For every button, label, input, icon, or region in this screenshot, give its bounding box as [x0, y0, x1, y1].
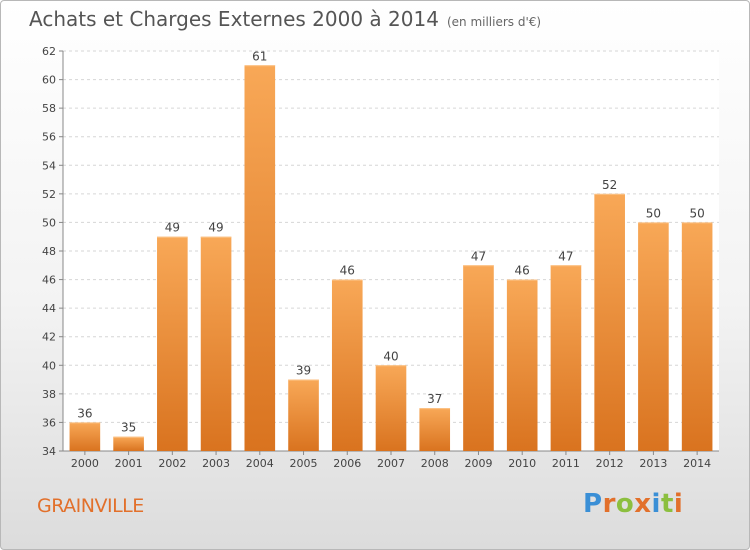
x-tick-label: 2012	[596, 457, 624, 470]
y-tick-label: 42	[42, 331, 56, 344]
bar	[550, 265, 582, 451]
y-tick-label: 50	[42, 216, 56, 229]
y-tick-label: 36	[42, 416, 56, 429]
x-tick-label: 2014	[683, 457, 711, 470]
bar	[638, 222, 669, 451]
bar-value-label: 61	[252, 49, 267, 63]
proxiti-logo: Proxiti	[583, 489, 683, 519]
bar	[288, 379, 319, 451]
bar-value-label: 35	[121, 421, 136, 435]
y-tick-label: 60	[42, 74, 56, 87]
bar-value-label: 40	[383, 349, 398, 363]
bar-value-label: 47	[471, 249, 486, 263]
bar	[113, 436, 144, 451]
bar	[69, 422, 101, 451]
place-name: GRAINVILLE	[37, 495, 144, 517]
chart-subtitle: (en milliers d'€)	[446, 15, 542, 29]
chart-title: Achats et Charges Externes 2000 à 2014 (e…	[29, 7, 541, 31]
x-tick-label: 2001	[115, 457, 143, 470]
bar	[331, 279, 363, 451]
y-tick-label: 56	[42, 131, 56, 144]
bar-value-label: 36	[77, 406, 92, 420]
y-tick-label: 48	[42, 245, 56, 258]
bar-value-label: 49	[165, 221, 180, 235]
y-tick-label: 54	[42, 159, 56, 172]
x-tick-label: 2000	[71, 457, 99, 470]
chart-title-text: Achats et Charges Externes 2000 à 2014	[29, 7, 439, 31]
bar	[244, 65, 276, 452]
logo-letter: t	[660, 489, 674, 519]
logo-letter: i	[673, 489, 684, 519]
bar	[681, 222, 713, 451]
logo-letter: r	[602, 489, 616, 519]
x-tick-label: 2013	[639, 457, 667, 470]
bar	[157, 236, 188, 451]
bar-value-label: 52	[602, 178, 617, 192]
x-tick-label: 2003	[202, 457, 230, 470]
x-tick-label: 2002	[158, 457, 186, 470]
x-tick-label: 2007	[377, 457, 405, 470]
x-tick-label: 2005	[290, 457, 318, 470]
bar-value-label: 47	[558, 249, 573, 263]
bar-value-label: 49	[208, 221, 223, 235]
bar-value-label: 39	[296, 364, 311, 378]
logo-letter: o	[615, 489, 635, 519]
y-tick-label: 38	[42, 388, 56, 401]
x-tick-label: 2009	[464, 457, 492, 470]
logo-letter: x	[634, 489, 652, 519]
bar	[506, 279, 538, 451]
y-tick-label: 46	[42, 274, 56, 287]
x-tick-label: 2004	[246, 457, 274, 470]
bar	[375, 365, 407, 451]
bar-value-label: 50	[646, 206, 661, 220]
bar	[463, 265, 494, 451]
bar	[419, 408, 451, 451]
logo-letter: i	[651, 489, 661, 519]
y-tick-label: 52	[42, 188, 56, 201]
bar	[200, 236, 232, 451]
bar-value-label: 46	[515, 264, 530, 278]
x-tick-label: 2010	[508, 457, 536, 470]
x-tick-label: 2008	[421, 457, 449, 470]
y-tick-label: 58	[42, 102, 56, 115]
bar-value-label: 37	[427, 392, 442, 406]
bar-value-label: 50	[689, 206, 704, 220]
y-tick-label: 62	[42, 45, 56, 58]
bar	[594, 193, 625, 451]
y-tick-label: 44	[42, 302, 56, 315]
x-tick-label: 2006	[333, 457, 361, 470]
y-tick-label: 40	[42, 359, 56, 372]
x-tick-label: 2011	[552, 457, 580, 470]
y-tick-label: 34	[42, 445, 56, 458]
bar-value-label: 46	[340, 264, 355, 278]
logo-letter: P	[583, 489, 603, 519]
